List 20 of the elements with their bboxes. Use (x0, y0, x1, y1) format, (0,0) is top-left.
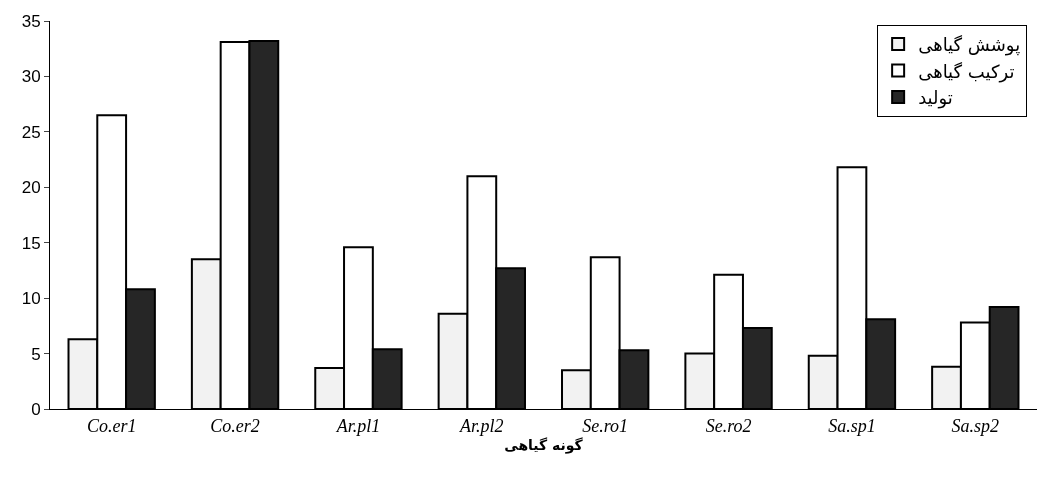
y-tick-label: 35 (21, 11, 41, 31)
x-tick-label: Se.ro1 (582, 415, 629, 436)
legend-label: ترکیب گیاهی (918, 60, 1015, 83)
y-tick-label: 25 (21, 122, 41, 142)
x-tick-label: Sa.sp2 (951, 415, 1000, 436)
y-tick-label: 0 (31, 399, 41, 419)
x-tick-label: Se.ro2 (705, 415, 752, 436)
x-tick-label: Co.er1 (86, 415, 137, 436)
y-tick-label: 5 (31, 344, 41, 364)
x-tick-label: Ar.pl2 (459, 415, 504, 436)
x-tick-label: Ar.pl1 (335, 415, 381, 436)
x-tick-label: Sa.sp1 (828, 415, 876, 436)
legend-label: پوشش گیاهی (918, 34, 1021, 57)
y-tick-label: 30 (21, 67, 41, 87)
y-tick-label: 10 (21, 289, 41, 309)
y-tick-label: 20 (21, 178, 41, 198)
x-tick-label: Co.er2 (210, 415, 260, 436)
x-axis-title: گونه گیاهی (504, 436, 584, 454)
y-tick-label: 15 (21, 233, 41, 253)
legend-label: تولید (918, 86, 953, 109)
